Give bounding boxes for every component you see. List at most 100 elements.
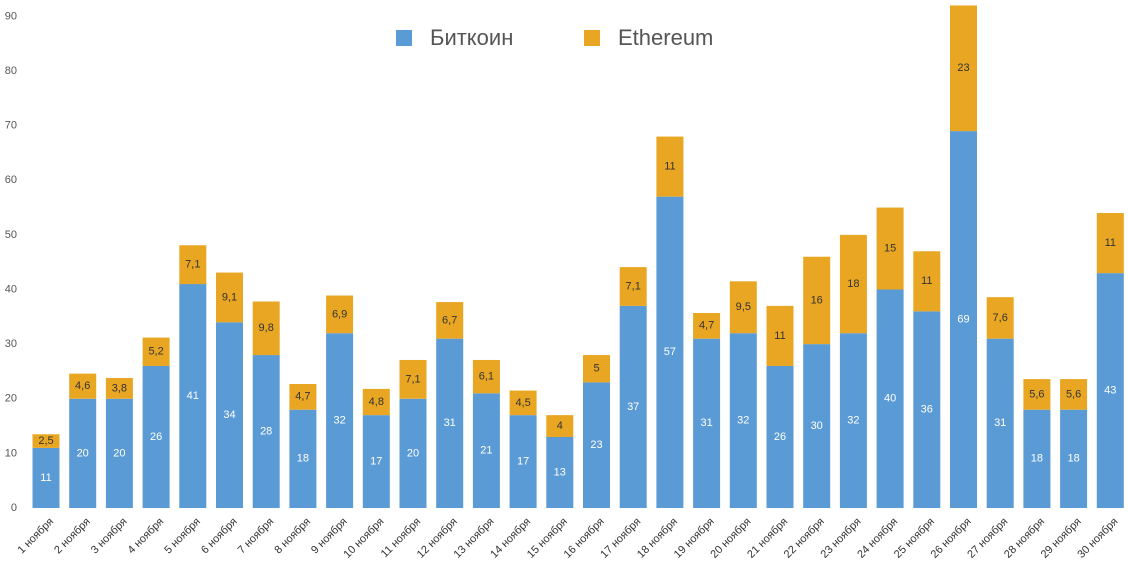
data-label: 17 <box>370 455 382 467</box>
bar-segment <box>803 344 831 508</box>
data-label: 18 <box>297 453 309 465</box>
data-label: 43 <box>1104 384 1116 396</box>
data-label: 5,6 <box>1066 388 1081 400</box>
bar-segment <box>105 398 133 508</box>
data-label: 20 <box>407 447 419 459</box>
data-label: 9,5 <box>736 301 751 313</box>
bar-segment <box>289 384 317 410</box>
data-label: 26 <box>150 431 162 443</box>
data-label: 31 <box>994 417 1006 429</box>
data-label: 23 <box>590 439 602 451</box>
data-label: 32 <box>847 415 859 427</box>
bar-segment <box>1096 273 1124 508</box>
bar-segment <box>1060 379 1088 410</box>
bar-segment <box>252 355 280 508</box>
data-label: 57 <box>664 346 676 358</box>
bar-segment <box>142 337 170 366</box>
bar-segment <box>803 256 831 345</box>
bar-segment <box>179 245 207 285</box>
data-label: 11 <box>774 330 785 342</box>
data-label: 18 <box>1067 453 1079 465</box>
bar-segment <box>986 297 1014 339</box>
x-tick-label: 2 ноября <box>52 516 93 557</box>
bar-segment <box>472 393 500 508</box>
bar-segment <box>142 365 170 508</box>
bar-segment <box>105 377 133 399</box>
y-tick-label: 30 <box>5 338 17 350</box>
y-tick-label: 20 <box>5 393 17 405</box>
data-label: 4,7 <box>699 320 714 332</box>
bar-segment <box>326 333 354 508</box>
bar-segment <box>1023 409 1051 508</box>
bar-segment <box>216 272 243 323</box>
data-label: 13 <box>554 466 566 478</box>
data-label: 9,8 <box>259 322 274 334</box>
x-tick-label: 4 ноября <box>126 516 167 557</box>
legend-text: Ethereum <box>618 25 713 50</box>
bar-segment <box>656 136 684 197</box>
bar-segment <box>472 359 500 394</box>
bar-segment <box>1096 213 1124 274</box>
data-label: 31 <box>444 417 456 429</box>
data-label: 4 <box>557 420 563 432</box>
data-label: 2,5 <box>38 435 53 447</box>
data-label: 7,1 <box>185 259 200 271</box>
data-label: 3,8 <box>112 382 127 394</box>
bar-segment <box>619 305 647 508</box>
bar-segment <box>436 302 464 339</box>
data-label: 41 <box>187 390 199 402</box>
bar-segment <box>913 251 941 312</box>
data-label: 23 <box>957 62 969 74</box>
y-tick-label: 60 <box>5 174 17 186</box>
bar-segment <box>546 415 574 437</box>
data-label: 40 <box>884 393 896 405</box>
bar-segment <box>362 415 390 508</box>
bar-segment <box>362 388 390 416</box>
data-label: 17 <box>517 455 529 467</box>
data-label: 4,7 <box>295 391 310 403</box>
data-label: 11 <box>40 472 51 484</box>
bar-segment <box>32 434 60 448</box>
bar-segment <box>839 333 867 508</box>
bar-segment <box>546 436 574 508</box>
bar-segment <box>1023 379 1051 410</box>
bar-segment <box>69 398 97 508</box>
bar-segment <box>583 382 610 508</box>
x-tick-label: 8 ноября <box>272 516 313 557</box>
bar-segment <box>729 333 757 508</box>
data-label: 16 <box>811 294 823 306</box>
bar-segment <box>252 301 280 356</box>
x-tick-label: 1 ноября <box>15 516 56 557</box>
y-tick-label: 0 <box>11 502 17 514</box>
data-label: 30 <box>811 420 823 432</box>
bar-segment <box>729 281 757 334</box>
data-label: 18 <box>1031 453 1043 465</box>
x-tick-label: 30 ноября <box>1075 516 1120 561</box>
x-tick-label: 7 ноября <box>236 516 277 557</box>
data-label: 7,1 <box>626 280 641 292</box>
bar-segment <box>1060 409 1088 508</box>
bar-segment <box>986 338 1014 508</box>
y-tick-label: 40 <box>5 283 17 295</box>
data-label: 11 <box>921 275 932 287</box>
bar-segment <box>216 322 243 508</box>
data-label: 4,8 <box>369 396 384 408</box>
bar-segment <box>69 373 97 399</box>
data-label: 6,1 <box>479 371 494 383</box>
data-label: 20 <box>77 447 89 459</box>
data-label: 9,1 <box>222 291 237 303</box>
bar-segment <box>693 338 721 508</box>
bar-segment <box>656 196 684 509</box>
bar-segment <box>876 207 904 290</box>
data-label: 11 <box>1105 237 1116 249</box>
data-label: 32 <box>737 415 749 427</box>
y-tick-label: 70 <box>5 120 17 132</box>
data-label: 4,5 <box>515 397 530 409</box>
bar-segment <box>399 359 427 399</box>
bar-segment <box>913 311 941 508</box>
data-label: 6,9 <box>332 308 347 320</box>
data-label: 37 <box>627 401 639 413</box>
bar-segment <box>509 390 537 416</box>
bar-segment <box>289 409 317 508</box>
data-label: 20 <box>113 447 125 459</box>
